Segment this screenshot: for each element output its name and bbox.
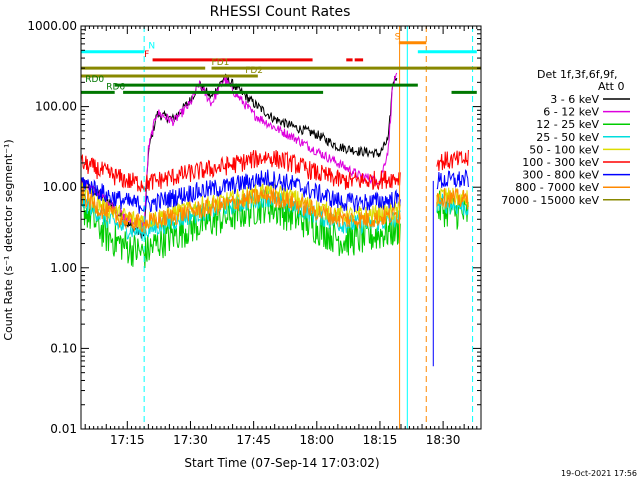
series-line-5-1 bbox=[436, 149, 469, 171]
legend-entry-label: 12 - 25 keV bbox=[536, 118, 599, 131]
x-tick-label: 18:15 bbox=[363, 433, 398, 447]
flag-label-rd0: RD0 bbox=[85, 75, 104, 85]
legend-entry-label: 100 - 300 keV bbox=[522, 156, 599, 169]
flag-label-s: S bbox=[395, 33, 401, 43]
timestamp: 19-Oct-2021 17:56 bbox=[561, 469, 637, 478]
legend-entry-label: 300 - 800 keV bbox=[522, 169, 599, 182]
x-tick-label: 18:00 bbox=[299, 433, 334, 447]
flag-label-fd1: FD1 bbox=[212, 58, 230, 68]
y-tick-label: 0.10 bbox=[50, 341, 77, 355]
x-tick-label: 17:30 bbox=[173, 433, 208, 447]
series-line-6-0 bbox=[80, 169, 401, 214]
series-line-5-0 bbox=[80, 149, 401, 193]
legend-header-1: Att 0 bbox=[598, 80, 624, 93]
plot-frame bbox=[80, 25, 482, 430]
flag-label-f: F bbox=[144, 50, 149, 60]
flag-label-n: N bbox=[148, 42, 155, 52]
legend-header-0: Det 1f,3f,6f,9f, bbox=[537, 68, 618, 81]
y-tick-label: 1.00 bbox=[50, 261, 77, 275]
legend-entry-label: 6 - 12 keV bbox=[543, 106, 599, 119]
y-axis-label: Count Rate (s⁻¹ detector segment⁻¹) bbox=[2, 139, 15, 340]
y-tick-label: 100.00 bbox=[35, 100, 77, 114]
series-line-6-1 bbox=[436, 169, 469, 190]
x-axis-label: Start Time (07-Sep-14 17:03:02) bbox=[184, 456, 379, 470]
series-line-2-0 bbox=[80, 189, 401, 269]
x-tick-label: 17:45 bbox=[236, 433, 271, 447]
legend-entry-label: 50 - 100 keV bbox=[529, 143, 599, 156]
legend-entry-label: 25 - 50 keV bbox=[536, 131, 599, 144]
y-tick-label: 10.00 bbox=[43, 180, 77, 194]
legend-entry-label: 3 - 6 keV bbox=[550, 93, 599, 106]
series-line-1-0 bbox=[80, 72, 398, 228]
legend-entry-label: 7000 - 15000 keV bbox=[501, 194, 599, 207]
series-line-7-1 bbox=[436, 187, 469, 210]
flag-label-fd2: FD2 bbox=[245, 66, 263, 76]
y-tick-label: 0.01 bbox=[50, 422, 77, 436]
x-tick-label: 18:30 bbox=[426, 433, 461, 447]
axes: 0.01 0.10 1.00 10.00 100.00 1000.00 17:15 17:30… bbox=[27, 19, 482, 447]
flag-label-rd6: RD6 bbox=[106, 82, 125, 92]
y-tick-label: 1000.00 bbox=[27, 19, 77, 33]
x-tick-label: 17:15 bbox=[110, 433, 145, 447]
legend-entry-label: 800 - 7000 keV bbox=[515, 181, 599, 194]
chart-title: RHESSI Count Rates bbox=[210, 4, 351, 20]
plot-lines bbox=[80, 72, 469, 367]
series-line-7-0 bbox=[80, 186, 401, 235]
